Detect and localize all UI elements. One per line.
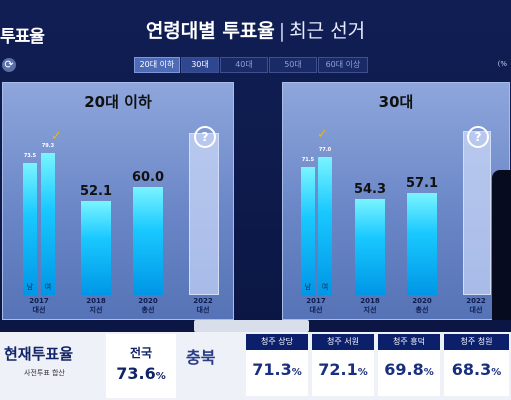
panel-20s: 20대 이하 ✓ 73.5 남 79.3 여 52.1 60.0 ? 2017 … (2, 82, 234, 320)
check-icon: ✓ (317, 127, 328, 142)
title-separator: | (278, 20, 286, 42)
tab-60s-plus[interactable]: 60대 이상 (318, 57, 368, 73)
region-label: 충북 (186, 348, 216, 367)
district-value: 69.8% (384, 360, 434, 379)
national-turnout: 전국 73.6% (106, 334, 176, 398)
district-name: 청주 상당 (246, 334, 308, 350)
district-card: 청주 청원 68.3% (444, 334, 509, 396)
district-name: 청주 흥덕 (378, 334, 440, 350)
bar-value: 54.3 (353, 182, 387, 197)
presenter-silhouette (492, 170, 511, 320)
x-label: 2017 대선 (29, 297, 49, 314)
bar-2017-female: 79.3 여 (41, 143, 55, 295)
bar-value: 71.5 (301, 157, 315, 163)
bar-label-male: 남 (26, 283, 34, 291)
bar-2017-male: 73.5 남 (23, 153, 37, 295)
brand-subtitle: 사전투표 합산 (24, 369, 65, 377)
bar-2022-unknown: ? (463, 126, 491, 295)
bar-value: 52.1 (79, 184, 113, 199)
x-label: 2020 총선 (138, 297, 158, 314)
national-value: 73.6% (116, 364, 166, 383)
brand-title: 현재투표율 (4, 345, 74, 363)
panel-title: 30대 (378, 93, 414, 111)
tab-40s[interactable]: 40대 (220, 57, 268, 73)
bar-2017-male: 71.5 남 (301, 157, 315, 295)
bar-2018: 54.3 (354, 182, 386, 295)
national-label: 전국 (129, 346, 153, 360)
x-label: 2020 총선 (412, 297, 432, 314)
tab-50s[interactable]: 50대 (269, 57, 317, 73)
district-card: 청주 흥덕 69.8% (378, 334, 440, 396)
x-label: 2017 대선 (306, 297, 326, 314)
panel-30s: 30대 ✓ 71.5 남 77.0 여 54.3 57.1 ? 2017 대선 … (282, 82, 510, 320)
bar-value: 57.1 (405, 176, 439, 191)
bar-2020: 57.1 (406, 176, 438, 295)
district-name: 청주 청원 (444, 334, 509, 350)
tab-20s[interactable]: 20대 이하 (134, 57, 180, 73)
bar-2022-unknown: ? (189, 126, 219, 295)
icon-strip (194, 320, 309, 332)
title-main: 연령대별 투표율 (145, 20, 275, 42)
x-label: 2022 대선 (193, 297, 213, 314)
district-card: 청주 서원 72.1% (312, 334, 374, 396)
x-label: 2022 대선 (466, 297, 486, 314)
bar-value: 77.0 (318, 147, 332, 153)
x-label: 2018 지선 (86, 297, 106, 314)
refresh-icon[interactable]: ⟳ (2, 58, 16, 72)
bar-label-female: 여 (321, 283, 329, 291)
bar-value: 73.5 (23, 153, 37, 159)
district-name: 청주 서원 (312, 334, 374, 350)
page-title: 연령대별 투표율 | 최근 선거 (0, 16, 511, 43)
district-value: 71.3% (252, 360, 302, 379)
unit-label: (% (497, 60, 507, 68)
district-card: 청주 상당 71.3% (246, 334, 308, 396)
question-icon: ? (194, 126, 216, 148)
bar-label-female: 여 (44, 283, 52, 291)
bar-2017-female: 77.0 여 (318, 147, 332, 295)
tab-30s[interactable]: 30대 (181, 57, 219, 73)
bar-label-male: 남 (304, 283, 312, 291)
district-value: 68.3% (451, 360, 502, 379)
question-icon: ? (467, 126, 489, 148)
district-value: 72.1% (318, 360, 368, 379)
bar-2018: 52.1 (80, 184, 112, 295)
x-label: 2018 지선 (360, 297, 380, 314)
panel-title: 20대 이하 (84, 93, 152, 111)
bar-2020: 60.0 (132, 170, 164, 295)
title-sub: 최근 선거 (289, 20, 366, 42)
age-tabs: 20대 이하 30대 40대 50대 60대 이상 (134, 57, 369, 73)
check-icon: ✓ (51, 129, 62, 144)
logo: 투표율 (0, 27, 45, 47)
bar-value: 79.3 (41, 143, 55, 149)
bar-value: 60.0 (131, 170, 165, 185)
